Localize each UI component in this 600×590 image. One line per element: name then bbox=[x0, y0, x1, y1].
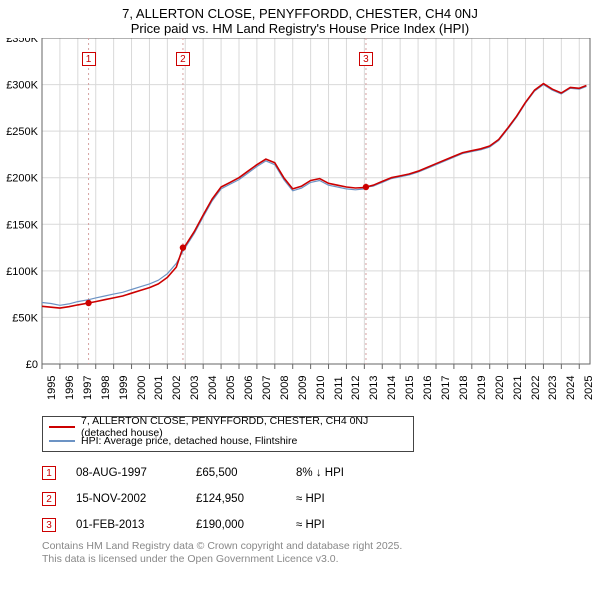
transaction-row-marker: 1 bbox=[42, 466, 56, 480]
title-line-2: Price paid vs. HM Land Registry's House … bbox=[0, 21, 600, 36]
transaction-price: £124,950 bbox=[196, 493, 276, 505]
transaction-table: 1 08-AUG-1997 £65,500 8% ↓ HPI 2 15-NOV-2002 £… bbox=[42, 460, 344, 538]
chart-area: £0£50K£100K£150K£200K£250K£300K£350K 199… bbox=[0, 38, 600, 408]
footer-line-1: Contains HM Land Registry data © Crown c… bbox=[42, 540, 402, 553]
x-tick-label: 2007 bbox=[261, 376, 273, 400]
x-tick-label: 2013 bbox=[368, 376, 380, 400]
x-tick-label: 2025 bbox=[583, 376, 595, 400]
chart-title-block: 7, ALLERTON CLOSE, PENYFFORDD, CHESTER, … bbox=[0, 0, 600, 38]
x-tick-label: 2006 bbox=[243, 376, 255, 400]
transaction-price: £65,500 bbox=[196, 467, 276, 479]
x-tick-label: 2000 bbox=[136, 376, 148, 400]
x-tick-label: 2015 bbox=[404, 376, 416, 400]
svg-text:£350K: £350K bbox=[6, 38, 38, 45]
transaction-row: 1 08-AUG-1997 £65,500 8% ↓ HPI bbox=[42, 460, 344, 486]
x-tick-label: 1997 bbox=[82, 376, 94, 400]
x-tick-label: 2010 bbox=[315, 376, 327, 400]
svg-text:£200K: £200K bbox=[6, 173, 38, 185]
svg-text:£50K: £50K bbox=[12, 312, 38, 324]
x-tick-label: 2004 bbox=[207, 376, 219, 400]
x-tick-label: 2016 bbox=[422, 376, 434, 400]
x-tick-label: 2003 bbox=[189, 376, 201, 400]
transaction-diff: 8% ↓ HPI bbox=[296, 467, 344, 479]
legend: 7, ALLERTON CLOSE, PENYFFORDD, CHESTER, … bbox=[42, 416, 414, 452]
footer-line-2: This data is licensed under the Open Gov… bbox=[42, 553, 402, 566]
legend-row: 7, ALLERTON CLOSE, PENYFFORDD, CHESTER, … bbox=[49, 420, 407, 434]
svg-text:£300K: £300K bbox=[6, 80, 38, 92]
x-axis-labels: 1995 1996 1997 1998 1999 2000 2001 2002 2003 2004… bbox=[0, 364, 600, 408]
transaction-row-marker: 2 bbox=[42, 492, 56, 506]
x-tick-label: 2018 bbox=[458, 376, 470, 400]
transaction-diff: ≈ HPI bbox=[296, 519, 325, 531]
transaction-row-marker: 3 bbox=[42, 518, 56, 532]
transaction-row: 2 15-NOV-2002 £124,950 ≈ HPI bbox=[42, 486, 344, 512]
x-tick-label: 2024 bbox=[565, 376, 577, 400]
x-tick-label: 2008 bbox=[279, 376, 291, 400]
svg-text:£100K: £100K bbox=[6, 266, 38, 278]
legend-swatch bbox=[49, 440, 75, 442]
x-tick-label: 1998 bbox=[100, 376, 112, 400]
x-tick-label: 2021 bbox=[512, 376, 524, 400]
x-tick-label: 2014 bbox=[386, 376, 398, 400]
x-tick-label: 1999 bbox=[118, 376, 130, 400]
x-tick-label: 2012 bbox=[350, 376, 362, 400]
x-tick-label: 2009 bbox=[297, 376, 309, 400]
transaction-row: 3 01-FEB-2013 £190,000 ≈ HPI bbox=[42, 512, 344, 538]
transaction-date: 08-AUG-1997 bbox=[76, 467, 176, 479]
footer-attribution: Contains HM Land Registry data © Crown c… bbox=[42, 540, 402, 566]
title-line-1: 7, ALLERTON CLOSE, PENYFFORDD, CHESTER, … bbox=[0, 6, 600, 21]
x-tick-label: 2005 bbox=[225, 376, 237, 400]
svg-text:£250K: £250K bbox=[6, 126, 38, 138]
x-tick-label: 2020 bbox=[494, 376, 506, 400]
x-tick-label: 2019 bbox=[476, 376, 488, 400]
x-tick-label: 2022 bbox=[530, 376, 542, 400]
x-tick-label: 2001 bbox=[153, 376, 165, 400]
svg-text:£150K: £150K bbox=[6, 219, 38, 231]
transaction-price: £190,000 bbox=[196, 519, 276, 531]
legend-label: HPI: Average price, detached house, Flin… bbox=[81, 435, 297, 447]
transaction-date: 15-NOV-2002 bbox=[76, 493, 176, 505]
x-tick-label: 2011 bbox=[333, 376, 345, 400]
transaction-date: 01-FEB-2013 bbox=[76, 519, 176, 531]
x-tick-label: 1996 bbox=[64, 376, 76, 400]
x-tick-label: 2017 bbox=[440, 376, 452, 400]
legend-swatch bbox=[49, 426, 75, 428]
chart-svg: £0£50K£100K£150K£200K£250K£300K£350K bbox=[0, 38, 600, 408]
x-tick-label: 1995 bbox=[46, 376, 58, 400]
transaction-diff: ≈ HPI bbox=[296, 493, 325, 505]
x-tick-label: 2023 bbox=[547, 376, 559, 400]
x-tick-label: 2002 bbox=[171, 376, 183, 400]
